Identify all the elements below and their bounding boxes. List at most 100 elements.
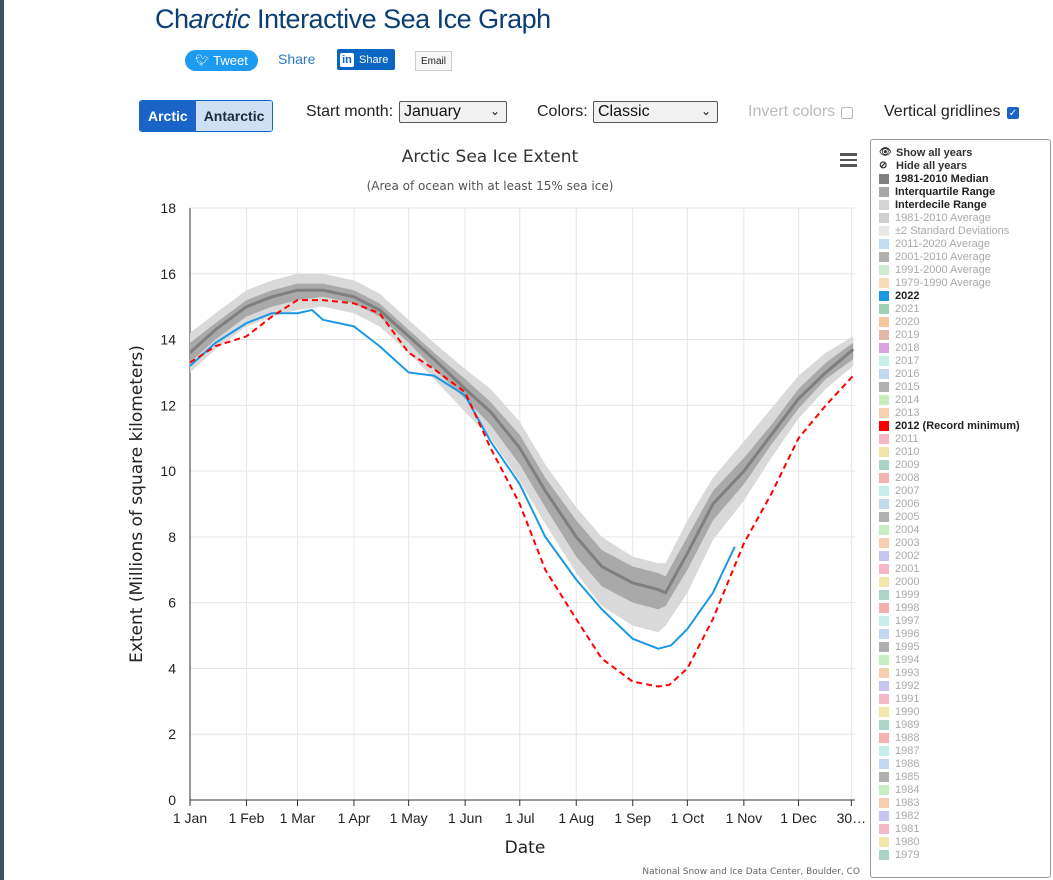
legend-item[interactable]: 2020 [879, 315, 919, 328]
legend-swatch [879, 719, 889, 730]
legend-item[interactable]: 2019 [879, 328, 919, 341]
invert-colors-checkbox[interactable] [841, 107, 853, 119]
legend-item[interactable]: 1991-2000 Average [879, 263, 991, 276]
median-line [188, 288, 855, 595]
legend-item[interactable]: 2001 [879, 562, 919, 575]
legend-swatch [879, 758, 889, 769]
x-tick-label: 1 Apr [338, 810, 371, 826]
email-share-button[interactable]: Email [415, 51, 453, 71]
x-tick-label: 1 Oct [671, 810, 705, 826]
legend-item[interactable]: 2006 [879, 497, 919, 510]
legend-label: 2005 [895, 510, 920, 523]
legend-label: 2011-2020 Average [895, 237, 991, 250]
start-month-select[interactable]: January ⌄ [399, 101, 507, 123]
legend-item[interactable]: 2009 [879, 458, 919, 471]
legend-item[interactable]: 2015 [879, 380, 919, 393]
hide-all-label: Hide all years [896, 159, 967, 172]
legend-item[interactable]: 2000 [879, 575, 919, 588]
chevron-down-icon: ⌄ [489, 104, 500, 118]
x-tick-label: 1 Dec [780, 810, 817, 826]
legend-swatch [879, 485, 889, 496]
chart-menu-icon[interactable] [840, 153, 857, 170]
legend-item[interactable]: 2001-2010 Average [879, 250, 991, 263]
legend-item[interactable]: 1996 [879, 627, 919, 640]
y-axis-title: Extent (Millions of square kilometers) [127, 345, 147, 663]
legend-item[interactable]: Interquartile Range [879, 185, 995, 198]
legend-item[interactable]: 2007 [879, 484, 919, 497]
legend-item[interactable]: 1999 [879, 588, 919, 601]
colors-select[interactable]: Classic ⌄ [593, 101, 718, 123]
legend-item[interactable]: 2018 [879, 341, 919, 354]
legend-label: 1995 [895, 640, 920, 653]
legend-swatch [879, 225, 889, 236]
legend-item[interactable]: 2008 [879, 471, 919, 484]
legend-item[interactable]: 1991 [879, 692, 919, 705]
legend-item[interactable]: 1993 [879, 666, 919, 679]
legend-item[interactable]: 1988 [879, 731, 919, 744]
legend-swatch [879, 628, 889, 639]
legend-item[interactable]: 2012 (Record minimum) [879, 419, 1020, 432]
legend-item[interactable]: 1998 [879, 601, 919, 614]
legend-item[interactable]: 1979-1990 Average [879, 276, 991, 289]
legend-swatch [879, 576, 889, 587]
legend-item[interactable]: 1992 [879, 679, 919, 692]
legend-item[interactable]: 1984 [879, 783, 919, 796]
legend-item[interactable]: 1979 [879, 848, 919, 861]
legend-item[interactable]: 1986 [879, 757, 919, 770]
legend-label: 2006 [895, 497, 920, 510]
legend-item[interactable]: 1997 [879, 614, 919, 627]
legend-item[interactable]: 1981-2010 Median [879, 172, 989, 185]
legend-label: ±2 Standard Deviations [895, 224, 1010, 237]
legend-label: Interquartile Range [895, 185, 996, 198]
legend-swatch [879, 407, 889, 418]
legend-label: 2001-2010 Average [895, 250, 991, 263]
x-tick-label: 1 Sep [614, 810, 651, 826]
legend-item[interactable]: 2022 [879, 289, 919, 302]
linkedin-share-button[interactable]: in Share [337, 49, 395, 70]
hide-all-years-button[interactable]: ⊘ Hide all years [879, 159, 967, 172]
legend-item[interactable]: 2013 [879, 406, 919, 419]
legend-item[interactable]: 2004 [879, 523, 919, 536]
legend-item[interactable]: 1981 [879, 822, 919, 835]
legend-item[interactable]: 1983 [879, 796, 919, 809]
legend-item[interactable]: 1981-2010 Average [879, 211, 991, 224]
legend-item[interactable]: 1982 [879, 809, 919, 822]
legend-swatch [879, 433, 889, 444]
arctic-button[interactable]: Arctic [140, 101, 196, 131]
legend-item[interactable]: 2016 [879, 367, 919, 380]
y-tick-label: 14 [160, 332, 176, 348]
legend-item[interactable]: 1985 [879, 770, 919, 783]
antarctic-button[interactable]: Antarctic [195, 101, 273, 131]
legend-label: 2002 [895, 549, 920, 562]
legend-label: 2017 [895, 354, 920, 367]
vertical-gridlines-checkbox[interactable]: ✓ [1007, 107, 1019, 119]
x-tick-label: 1 Nov [726, 810, 763, 826]
legend-label: Interdecile Range [895, 198, 987, 211]
legend-item[interactable]: ±2 Standard Deviations [879, 224, 1009, 237]
legend-item[interactable]: 1980 [879, 835, 919, 848]
tweet-button[interactable]: 🐦︎ Tweet [185, 50, 258, 71]
legend-item[interactable]: 2014 [879, 393, 919, 406]
legend-label: 1982 [895, 809, 920, 822]
legend-item[interactable]: 1994 [879, 653, 919, 666]
legend-label: 2010 [895, 445, 920, 458]
legend-item[interactable]: 1995 [879, 640, 919, 653]
legend-item[interactable]: 2003 [879, 536, 919, 549]
legend-swatch [879, 277, 889, 288]
legend-item[interactable]: 2021 [879, 302, 919, 315]
legend-item[interactable]: 1989 [879, 718, 919, 731]
legend-item[interactable]: 2011-2020 Average [879, 237, 990, 250]
show-all-years-button[interactable]: 👁︎ Show all years [879, 146, 972, 159]
legend-item[interactable]: 2011 [879, 432, 919, 445]
legend-item[interactable]: 2005 [879, 510, 919, 523]
legend-label: 2004 [895, 523, 920, 536]
y-tick-label: 16 [160, 266, 176, 282]
legend-item[interactable]: 2017 [879, 354, 919, 367]
legend-item[interactable]: 2002 [879, 549, 919, 562]
legend-item[interactable]: 1990 [879, 705, 919, 718]
legend-label: 1998 [895, 601, 920, 614]
legend-item[interactable]: 1987 [879, 744, 919, 757]
legend-item[interactable]: Interdecile Range [879, 198, 987, 211]
legend-item[interactable]: 2010 [879, 445, 919, 458]
facebook-share-link[interactable]: Share [278, 51, 316, 67]
